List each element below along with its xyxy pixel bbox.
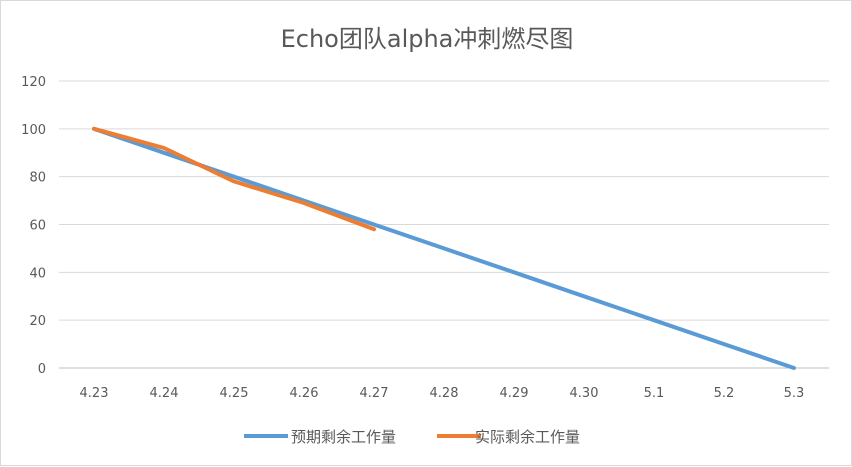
y-tick-label: 0 — [38, 362, 46, 377]
y-tick-label: 40 — [29, 266, 46, 281]
x-tick-label: 4.27 — [360, 386, 389, 401]
x-tick-label: 4.23 — [80, 386, 109, 401]
y-tick-label: 120 — [21, 75, 46, 90]
legend-label-1: 预期剩余工作量 — [291, 428, 396, 446]
y-tick-label: 20 — [29, 314, 46, 329]
y-tick-label: 100 — [21, 123, 46, 138]
x-tick-label: 4.24 — [150, 386, 179, 401]
x-tick-label: 4.25 — [220, 386, 249, 401]
x-tick-label: 4.28 — [430, 386, 459, 401]
x-tick-label: 5.3 — [784, 386, 805, 401]
x-tick-label: 4.29 — [500, 386, 529, 401]
y-tick-label: 60 — [29, 219, 46, 234]
x-tick-label: 4.30 — [570, 386, 599, 401]
x-tick-label: 5.1 — [644, 386, 665, 401]
legend-label-2: 实际剩余工作量 — [475, 428, 580, 446]
x-tick-label: 4.26 — [290, 386, 319, 401]
y-tick-label: 80 — [29, 171, 46, 186]
x-tick-label: 5.2 — [714, 386, 735, 401]
series-line-2 — [92, 126, 376, 232]
chart-title: Echo团队alpha冲刺燃尽图 — [281, 25, 574, 53]
